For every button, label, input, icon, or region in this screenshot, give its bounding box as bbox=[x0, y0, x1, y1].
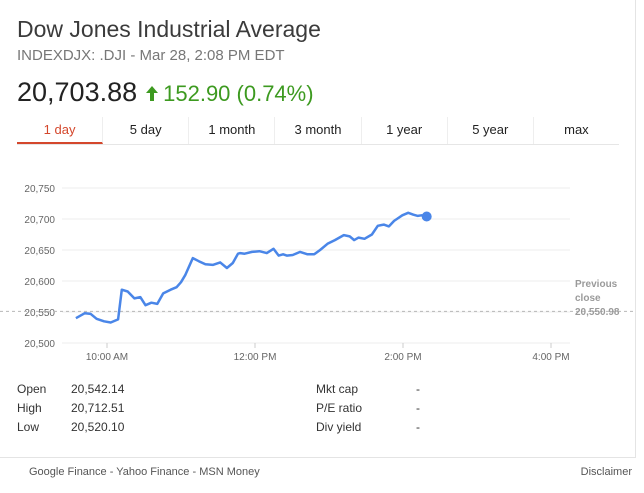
stat-row-high: High 20,712.51 bbox=[17, 401, 124, 420]
stat-label: Low bbox=[17, 420, 40, 434]
stock-card: Dow Jones Industrial Average INDEXDJX: .… bbox=[0, 0, 636, 458]
stat-label: Open bbox=[17, 382, 47, 396]
tab-1-year[interactable]: 1 year bbox=[362, 117, 448, 144]
y-tick-label: 20,650 bbox=[24, 246, 55, 257]
price-chart[interactable]: 20,750 20,700 20,650 20,600 20,550 20,500 10:… bbox=[0, 172, 636, 372]
y-tick-label: 20,500 bbox=[24, 339, 55, 350]
price-change-value: 152.90 (0.74%) bbox=[163, 81, 314, 106]
stat-value: - bbox=[416, 382, 420, 396]
stat-row-low: Low 20,520.10 bbox=[17, 420, 124, 439]
stat-label: High bbox=[17, 401, 42, 415]
stock-subtitle: INDEXDJX: .DJI - Mar 28, 2:08 PM EDT bbox=[17, 47, 285, 64]
x-tick-label: 4:00 PM bbox=[532, 352, 569, 363]
stat-label: Mkt cap bbox=[316, 382, 359, 396]
stat-value: 20,712.51 bbox=[71, 401, 125, 415]
stats-right: Mkt cap - P/E ratio - Div yield - bbox=[316, 382, 420, 439]
stat-value: 20,542.14 bbox=[71, 382, 125, 396]
y-tick-label: 20,700 bbox=[24, 215, 55, 226]
stat-value: 20,520.10 bbox=[71, 420, 125, 434]
tab-3-month[interactable]: 3 month bbox=[275, 117, 362, 144]
stat-row-open: Open 20,542.14 bbox=[17, 382, 124, 401]
stat-label: Div yield bbox=[316, 420, 362, 434]
previous-close-label-2: close bbox=[575, 293, 601, 304]
y-tick-label: 20,750 bbox=[24, 184, 55, 195]
current-price: 20,703.88 bbox=[17, 77, 138, 107]
previous-close-value: 20,550.98 bbox=[575, 307, 620, 318]
price-line bbox=[75, 211, 427, 324]
y-tick-label: 20,550 bbox=[24, 308, 55, 319]
price-change: 152.90 (0.74%) bbox=[145, 81, 314, 107]
stat-label: P/E ratio bbox=[316, 401, 363, 415]
range-tabs: 1 day 5 day 1 month 3 month 1 year 5 yea… bbox=[17, 117, 619, 145]
x-tick-label: 12:00 PM bbox=[234, 352, 277, 363]
x-tick-label: 2:00 PM bbox=[384, 352, 421, 363]
stat-value: - bbox=[416, 420, 420, 434]
price-row: 20,703.88 152.90 (0.74%) bbox=[17, 77, 314, 108]
stock-title: Dow Jones Industrial Average bbox=[17, 16, 321, 42]
tab-1-day[interactable]: 1 day bbox=[17, 117, 104, 144]
stats-left: Open 20,542.14 High 20,712.51 Low 20,520… bbox=[17, 382, 124, 439]
previous-close-label-1: Previous bbox=[575, 279, 618, 290]
stat-value: - bbox=[416, 401, 420, 415]
x-tick-label: 10:00 AM bbox=[86, 352, 128, 363]
stat-row-mkt-cap: Mkt cap - bbox=[316, 382, 420, 401]
y-tick-label: 20,600 bbox=[24, 277, 55, 288]
footer-sources[interactable]: Google Finance - Yahoo Finance - MSN Mon… bbox=[29, 466, 260, 478]
arrow-up-icon bbox=[146, 86, 159, 101]
current-price-dot bbox=[421, 211, 432, 222]
tab-max[interactable]: max bbox=[564, 122, 589, 137]
tab-5-day[interactable]: 5 day bbox=[103, 117, 190, 144]
tab-5-year[interactable]: 5 year bbox=[448, 117, 534, 144]
stat-row-pe-ratio: P/E ratio - bbox=[316, 401, 420, 420]
tab-1-month[interactable]: 1 month bbox=[189, 117, 276, 144]
stat-row-div-yield: Div yield - bbox=[316, 420, 420, 439]
disclaimer-link[interactable]: Disclaimer bbox=[580, 466, 632, 478]
